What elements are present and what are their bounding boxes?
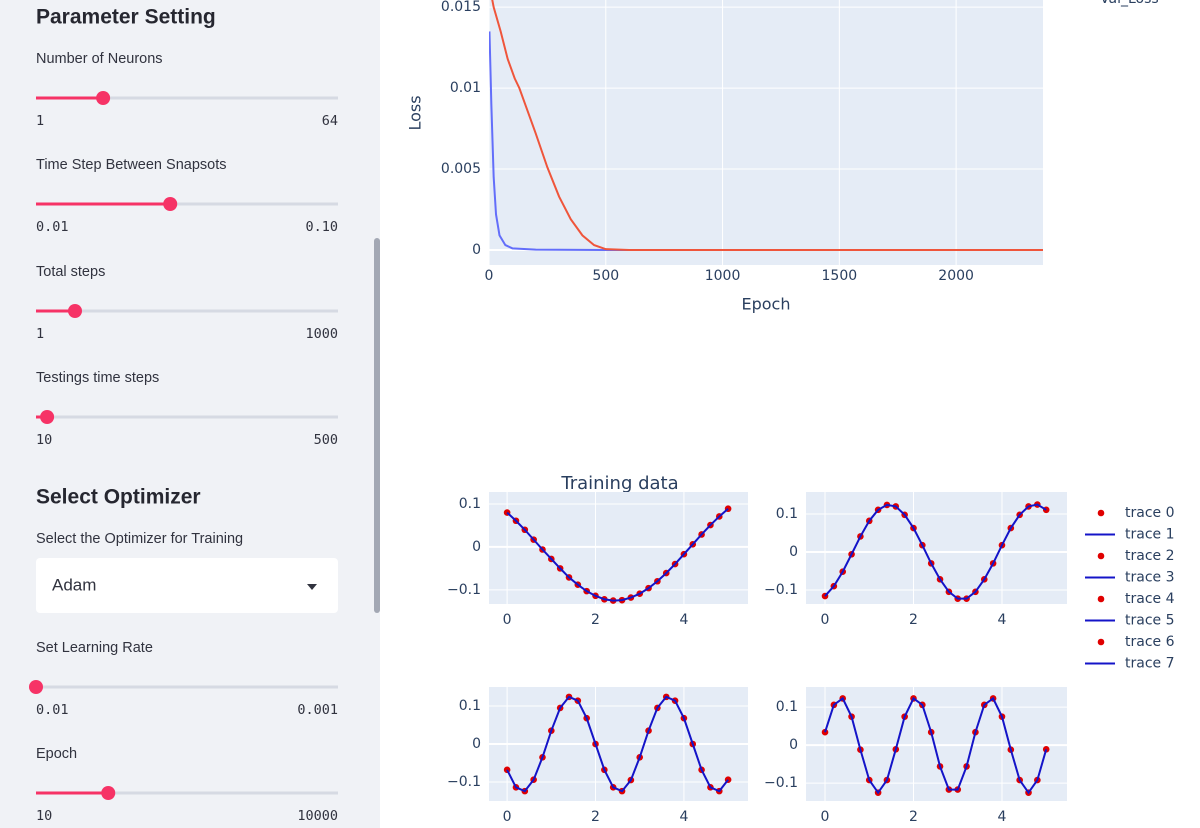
y-axis-title: Loss — [406, 95, 425, 130]
select-value: Adam — [52, 575, 96, 594]
data-line — [824, 696, 1048, 795]
data-line — [506, 507, 729, 602]
slider-thumb[interactable] — [67, 304, 82, 318]
legend-label: trace 0 — [1125, 505, 1175, 521]
x-tick-label: 1000 — [705, 268, 741, 284]
select-label: Select the Optimizer for Training — [36, 531, 243, 547]
x-tick-label: 2000 — [938, 268, 974, 284]
slider-label: Number of Neurons — [36, 51, 163, 67]
scrollbar[interactable] — [374, 238, 380, 613]
x-tick-label: 4 — [679, 612, 688, 628]
slider-min: 1 — [36, 326, 44, 342]
legend-swatch — [1097, 595, 1105, 603]
loss-line — [489, 31, 630, 251]
slider-min: 0.01 — [36, 702, 69, 718]
plot-lines — [489, 0, 1043, 251]
y-tick-label: 0 — [789, 544, 798, 560]
slider-label: Total steps — [36, 264, 105, 280]
data-line — [506, 695, 729, 793]
x-tick-label: 0 — [503, 809, 512, 825]
y-tick-label: 0.1 — [459, 698, 481, 714]
x-axis-title: Epoch — [742, 295, 791, 314]
y-tick-label: −0.1 — [764, 775, 798, 791]
legend-label: trace 5 — [1125, 613, 1175, 629]
chart-title: Training data — [560, 473, 678, 494]
legend-swatch — [1097, 509, 1105, 517]
slider-max: 1000 — [305, 326, 338, 342]
slider-thumb[interactable] — [163, 197, 178, 211]
x-tick-label: 2 — [591, 809, 600, 825]
legend-label: trace 4 — [1125, 591, 1175, 607]
sidebar-heading: Select Optimizer — [36, 486, 201, 509]
legend-label: trace 2 — [1125, 548, 1175, 564]
x-tick-label: 4 — [998, 809, 1007, 825]
slider-label: Set Learning Rate — [36, 640, 153, 656]
x-tick-label: 2 — [591, 612, 600, 628]
y-tick-label: 0.1 — [459, 496, 481, 512]
x-tick-label: 4 — [998, 612, 1007, 628]
slider-max: 64 — [322, 113, 338, 129]
slider-label: Epoch — [36, 746, 77, 762]
plot-area — [489, 0, 1043, 265]
data-line — [824, 503, 1047, 600]
y-tick-label: 0.1 — [776, 506, 798, 522]
y-tick-label: −0.1 — [764, 582, 798, 598]
select-box[interactable] — [36, 558, 338, 613]
x-tick-label: 4 — [679, 809, 688, 825]
x-tick-label: 2 — [909, 612, 918, 628]
legend-swatch — [1097, 638, 1105, 646]
slider-min: 10 — [36, 808, 52, 824]
y-tick-label: 0 — [472, 736, 481, 752]
select-caret — [307, 584, 317, 590]
slider-max: 0.10 — [305, 219, 338, 235]
legend-label: Val_Loss — [1100, 0, 1159, 7]
slider-max: 500 — [314, 432, 338, 448]
y-tick-label: 0.005 — [441, 161, 481, 177]
plot-area — [489, 492, 748, 604]
plot-area — [806, 687, 1067, 801]
slider-max: 0.001 — [297, 702, 338, 718]
slider-thumb[interactable] — [96, 91, 111, 105]
slider-max: 10000 — [297, 808, 338, 824]
x-tick-label: 0 — [485, 268, 494, 284]
x-tick-label: 1500 — [822, 268, 858, 284]
sidebar — [0, 0, 380, 828]
y-tick-label: 0.1 — [776, 699, 798, 715]
sidebar-heading: Parameter Setting — [36, 6, 216, 29]
slider-min: 10 — [36, 432, 52, 448]
y-tick-label: 0.01 — [450, 80, 481, 96]
slider-min: 0.01 — [36, 219, 69, 235]
x-tick-label: 2 — [909, 809, 918, 825]
y-tick-label: 0.015 — [441, 0, 481, 15]
legend-swatch — [1097, 552, 1105, 560]
loss-line — [491, 0, 1043, 251]
slider-thumb[interactable] — [40, 410, 55, 424]
slider-label: Testings time steps — [36, 370, 159, 386]
legend-label: trace 6 — [1125, 634, 1175, 650]
slider-label: Time Step Between Snapsots — [36, 157, 226, 173]
legend-label: trace 3 — [1125, 570, 1175, 586]
y-tick-label: −0.1 — [447, 582, 481, 598]
legend-label: trace 7 — [1125, 656, 1175, 672]
y-tick-label: 0 — [472, 242, 481, 258]
x-tick-label: 0 — [821, 809, 830, 825]
slider-thumb[interactable] — [29, 680, 43, 694]
slider-min: 1 — [36, 113, 44, 129]
legend-label: trace 1 — [1125, 527, 1175, 543]
x-tick-label: 0 — [503, 612, 512, 628]
slider-thumb[interactable] — [101, 786, 116, 800]
y-tick-label: 0 — [472, 539, 481, 555]
x-tick-label: 500 — [592, 268, 619, 284]
y-tick-label: 0 — [789, 737, 798, 753]
y-tick-label: −0.1 — [447, 774, 481, 790]
x-tick-label: 0 — [821, 612, 830, 628]
